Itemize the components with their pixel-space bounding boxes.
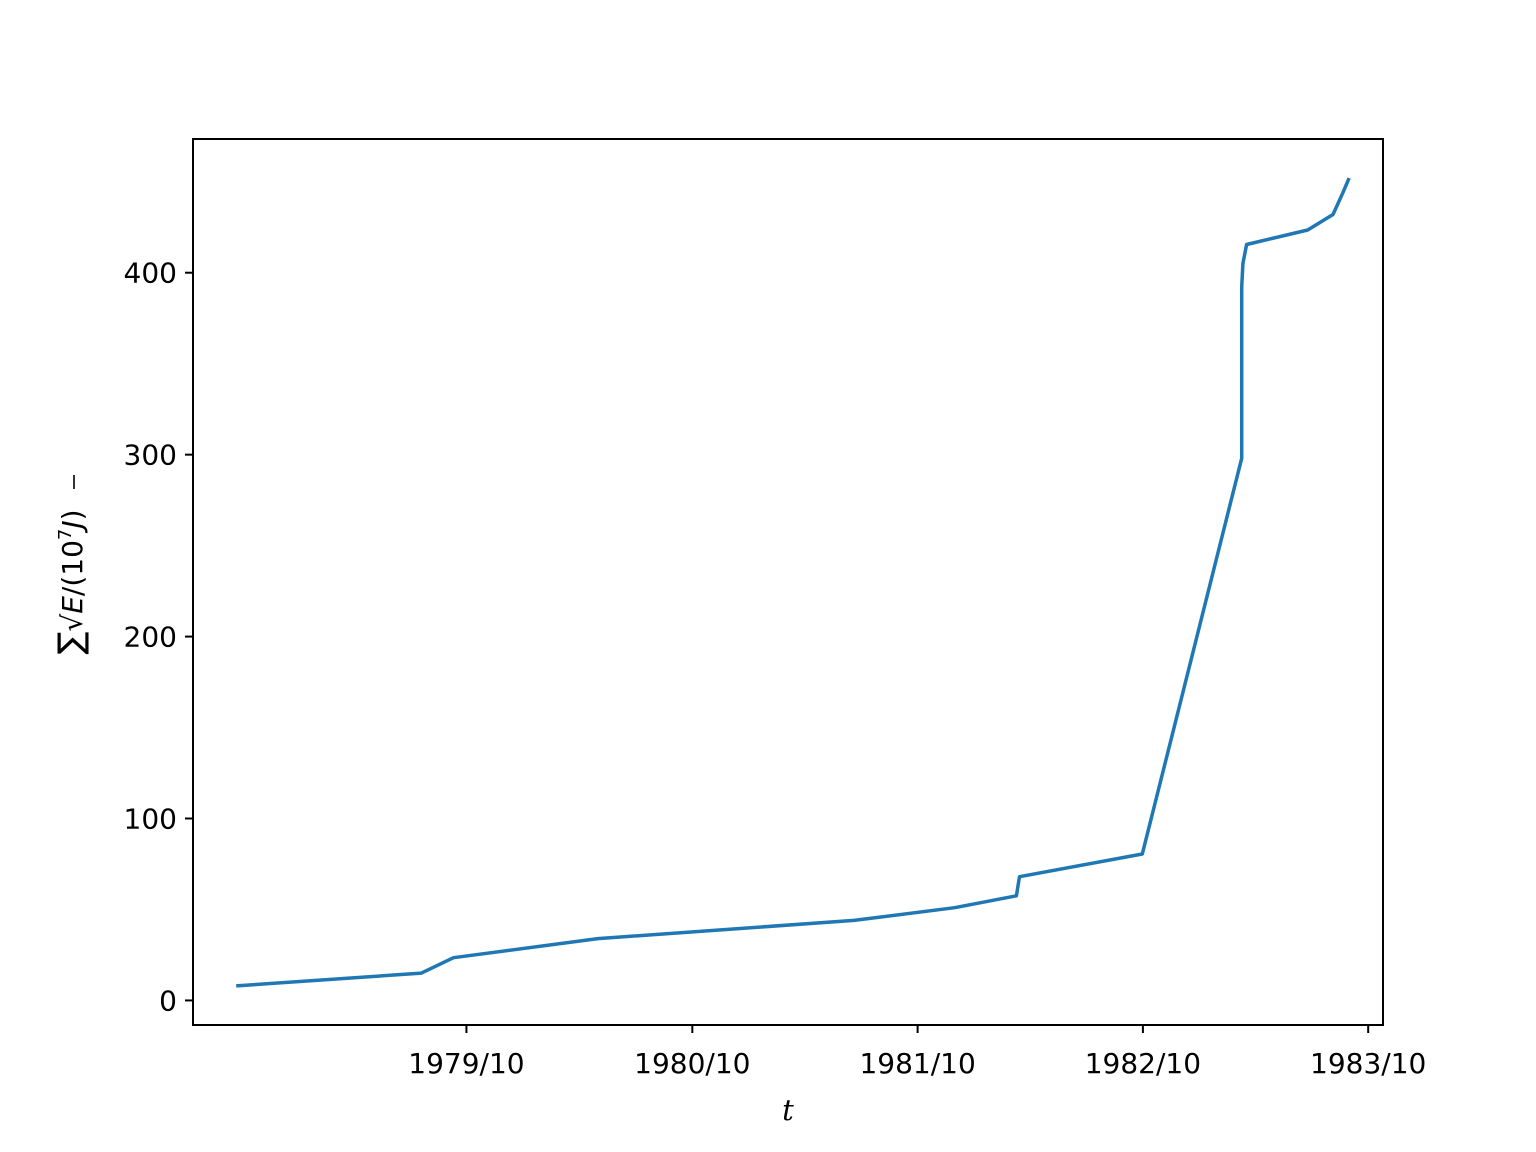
plot-area (193, 139, 1383, 1025)
x-tick-label: 1980/10 (634, 1047, 750, 1080)
y-axis: 0 100 200 300 400 (124, 257, 193, 1017)
y-axis-label-exp: 7 (55, 529, 76, 540)
x-tick-label: 1981/10 (859, 1047, 975, 1080)
series-line-0 (236, 177, 1351, 988)
x-tick-label: 1982/10 (1085, 1047, 1201, 1080)
x-tick-label: 1979/10 (408, 1047, 524, 1080)
x-tick-label: 1983/10 (1310, 1047, 1426, 1080)
y-axis-label-pre: /(10 (56, 540, 89, 596)
y-tick-label: 400 (124, 257, 177, 290)
x-axis-label: t (782, 1093, 794, 1127)
x-axis: 1979/10 1980/10 1981/10 1982/10 1983/10 (408, 1025, 1426, 1080)
y-axis-label: ∑√E/(107J) (51, 475, 91, 655)
y-axis-label-root: √ (56, 614, 89, 632)
y-axis-label-var: E (56, 596, 89, 614)
y-axis-label-sum: ∑ (51, 632, 91, 655)
series-layer (236, 177, 1351, 988)
y-tick-label: 0 (159, 984, 177, 1017)
axes-frame (192, 138, 1384, 1026)
svg-text:∑√E/(107J): ∑√E/(107J) (51, 509, 91, 654)
y-tick-label: 200 (124, 621, 177, 654)
y-tick-label: 100 (124, 803, 177, 836)
y-tick-label: 300 (124, 439, 177, 472)
y-axis-label-post: ) (56, 509, 89, 520)
